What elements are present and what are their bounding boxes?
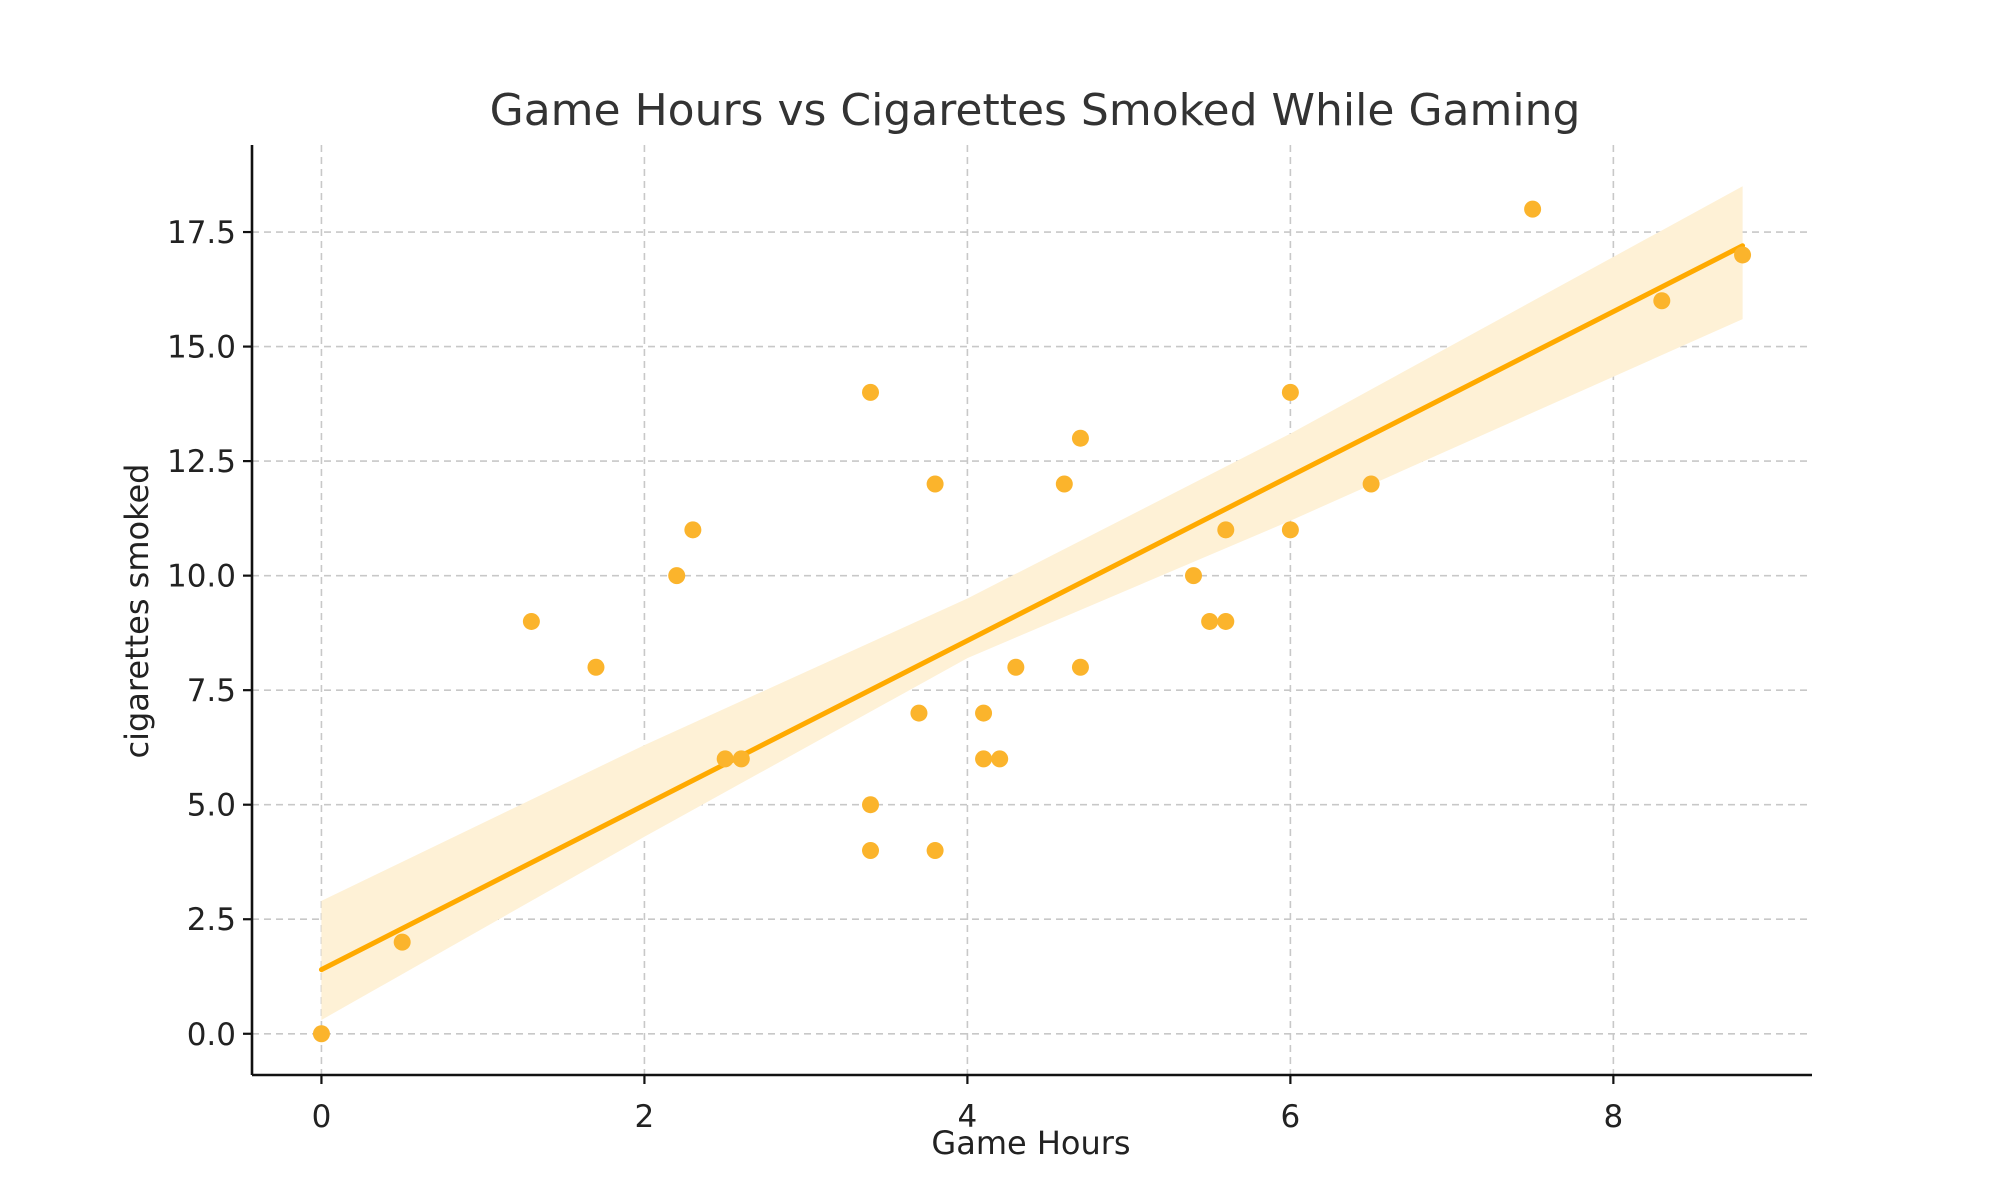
- data-point: [1201, 612, 1219, 630]
- data-point: [668, 567, 686, 585]
- confidence-band-layer: [321, 186, 1743, 1020]
- y-tick-label: 15.0: [167, 330, 236, 366]
- data-point: [975, 750, 993, 768]
- data-point: [1217, 612, 1235, 630]
- y-tick-label: 17.5: [167, 215, 236, 251]
- data-point: [393, 933, 411, 951]
- data-point: [1524, 200, 1542, 218]
- x-tick-label: 0: [312, 1099, 332, 1135]
- data-point: [1007, 658, 1025, 676]
- x-tick-label: 4: [958, 1099, 978, 1135]
- regression-line-layer: [318, 243, 1746, 973]
- y-tick-label: 5.0: [187, 788, 236, 824]
- data-point: [684, 521, 702, 539]
- chart-title: Game Hours vs Cigarettes Smoked While Ga…: [490, 85, 1581, 136]
- y-tick-label: 7.5: [187, 673, 236, 709]
- data-point: [926, 475, 944, 493]
- data-point: [1217, 521, 1235, 539]
- data-point: [1184, 567, 1202, 585]
- data-point: [1653, 292, 1671, 310]
- data-point: [1071, 429, 1089, 447]
- tick-labels: 0 2 4 6 8 0.0 2.5 5.0 7.5 10.0 12.5 15.0 17.5: [167, 215, 1623, 1135]
- data-point: [1071, 658, 1089, 676]
- data-point: [732, 750, 750, 768]
- x-tick-label: 6: [1281, 1099, 1301, 1135]
- y-tick-label: 0.0: [187, 1017, 236, 1053]
- y-tick-label: 12.5: [167, 444, 236, 480]
- data-point: [587, 658, 605, 676]
- confidence-band: [321, 186, 1743, 1020]
- data-point: [312, 1025, 330, 1043]
- data-point: [862, 383, 880, 401]
- data-point: [926, 842, 944, 860]
- data-point: [910, 704, 928, 722]
- y-axis-label: cigarettes smoked: [118, 464, 156, 759]
- y-tick-label: 10.0: [167, 559, 236, 595]
- x-tick-label: 2: [635, 1099, 655, 1135]
- y-tick-label: 2.5: [187, 902, 236, 938]
- data-points: [312, 200, 1752, 1043]
- data-point: [862, 842, 880, 860]
- data-point: [862, 796, 880, 814]
- data-point: [1055, 475, 1073, 493]
- data-point: [975, 704, 993, 722]
- data-point: [1281, 383, 1299, 401]
- data-point: [716, 750, 734, 768]
- x-axis-label: Game Hours: [931, 1124, 1130, 1162]
- regression-line: [318, 243, 1746, 973]
- data-point: [1734, 246, 1752, 264]
- x-tick-label: 8: [1603, 1099, 1623, 1135]
- data-point: [1281, 521, 1299, 539]
- data-point: [991, 750, 1009, 768]
- data-point: [1362, 475, 1380, 493]
- axes: [243, 145, 1812, 1084]
- data-point: [522, 612, 540, 630]
